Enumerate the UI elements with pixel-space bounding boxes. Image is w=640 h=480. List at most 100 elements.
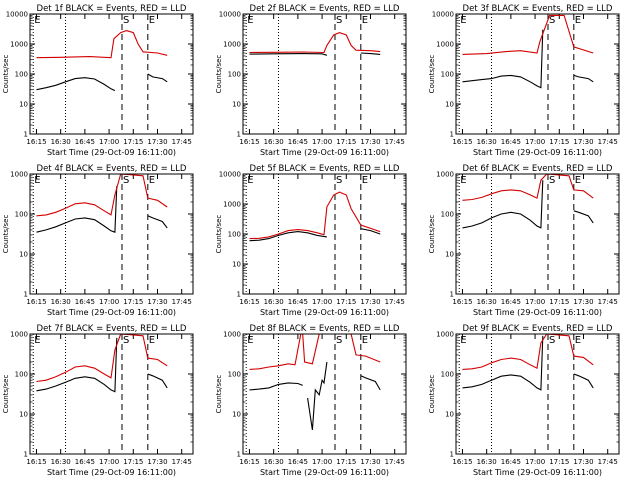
series-lld (462, 174, 594, 201)
marker-label: S (336, 15, 342, 26)
chart-panel-3: Det 3f BLACK = Events, RED = LLD Counts/s… (428, 4, 620, 157)
series-line (573, 373, 594, 389)
y-tick-label: 100 (441, 371, 454, 379)
x-tick-label: 17:30 (573, 138, 593, 146)
y-axis-label: Counts/sec (2, 55, 10, 94)
y-axis-label: Counts/sec (2, 375, 10, 414)
y-tick-label: 100 (15, 371, 28, 379)
series-lld (249, 32, 381, 54)
marker-label: E (460, 175, 466, 186)
y-tick-label: 1 (24, 291, 28, 299)
series-line (360, 375, 381, 391)
x-tick-label: 16:30 (51, 458, 71, 466)
y-tick-label: 10000 (6, 11, 28, 19)
series-line (147, 373, 168, 389)
x-tick-label: 17:15 (549, 458, 569, 466)
marker-label: S (123, 175, 129, 186)
plot-frame (242, 173, 407, 295)
y-axis-label: Counts/sec (215, 375, 223, 414)
y-ticks: 1 10 100 1000 10000 (6, 11, 193, 139)
x-tick-label: 17:15 (123, 298, 143, 306)
x-tick-label: 16:30 (51, 138, 71, 146)
x-ticks: 16:15 16:30 16:45 17:00 17:15 17:30 17:45 (452, 334, 618, 466)
x-tick-label: 16:15 (239, 458, 259, 466)
marker-label: S (336, 175, 342, 186)
x-ticks: 16:15 16:30 16:45 17:00 17:15 17:30 17:45 (26, 14, 192, 146)
x-tick-label: 17:00 (525, 138, 545, 146)
x-tick-label: 16:15 (452, 458, 472, 466)
x-tick-label: 17:15 (336, 458, 356, 466)
marker-label: E (34, 335, 40, 346)
x-tick-label: 17:15 (123, 138, 143, 146)
chart-panel-1: Det 1f BLACK = Events, RED = LLD Counts/s… (2, 4, 194, 157)
marker-label: E (362, 335, 368, 346)
x-tick-label: 16:15 (452, 298, 472, 306)
y-tick-label: 10 (232, 411, 241, 419)
x-ticks: 16:15 16:30 16:45 17:00 17:15 17:30 17:45 (452, 14, 618, 146)
x-tick-label: 17:30 (147, 138, 167, 146)
y-tick-label: 10000 (219, 171, 241, 179)
y-tick-label: 1000 (436, 171, 454, 179)
series-line (249, 191, 381, 240)
y-axis-label: Counts/sec (2, 215, 10, 254)
y-axis-label: Counts/sec (215, 215, 223, 254)
y-tick-label: 10 (232, 261, 241, 269)
y-ticks: 1 10 100 1000 (436, 171, 619, 299)
x-tick-label: 17:30 (147, 458, 167, 466)
plot-frame (29, 13, 194, 135)
x-tick-label: 16:15 (26, 458, 46, 466)
chart-title: Det 3f BLACK = Events, RED = LLD (463, 4, 613, 14)
marker-label: E (34, 175, 40, 186)
x-tick-label: 17:00 (525, 298, 545, 306)
x-tick-label: 17:30 (360, 138, 380, 146)
plot-frame (242, 13, 407, 135)
marker-label: E (460, 15, 466, 26)
series-line (462, 174, 594, 201)
x-ticks: 16:15 16:30 16:45 17:00 17:15 17:30 17:45 (26, 334, 192, 466)
y-tick-label: 1 (24, 131, 28, 139)
x-tick-label: 17:45 (172, 458, 192, 466)
series-events (36, 73, 168, 92)
marker-label: E (149, 15, 155, 26)
marker-label: E (362, 15, 368, 26)
series-line (462, 14, 594, 55)
x-axis-label: Start Time (29-Oct-09 16:11:00) (260, 148, 389, 157)
plot-frame (29, 173, 194, 295)
x-tick-label: 16:30 (264, 458, 284, 466)
y-ticks: 1 10 100 1000 10000 (219, 11, 406, 139)
x-tick-label: 17:00 (525, 458, 545, 466)
x-tick-label: 17:00 (99, 458, 119, 466)
marker-label: S (123, 15, 129, 26)
x-tick-label: 16:30 (477, 458, 497, 466)
marker-label: E (149, 335, 155, 346)
x-tick-label: 16:45 (75, 298, 95, 306)
x-axis-label: Start Time (29-Oct-09 16:11:00) (473, 308, 602, 317)
series-lld (36, 30, 168, 59)
chart-title: Det 7f BLACK = Events, RED = LLD (37, 324, 187, 334)
series-line (36, 334, 168, 383)
y-tick-label: 100 (441, 211, 454, 219)
y-tick-label: 1000 (223, 331, 241, 339)
y-tick-label: 1 (237, 291, 241, 299)
y-tick-label: 10 (445, 251, 454, 259)
chart-title: Det 8f BLACK = Events, RED = LLD (250, 324, 400, 334)
marker-label: E (575, 15, 581, 26)
series-events (36, 337, 168, 393)
y-tick-label: 1000 (10, 171, 28, 179)
series-line (249, 382, 303, 391)
marker-label: E (460, 335, 466, 346)
y-axis-label: Counts/sec (428, 55, 436, 94)
x-ticks: 16:15 16:30 16:45 17:00 17:15 17:30 17:45 (452, 174, 618, 306)
series-line (36, 337, 118, 393)
y-tick-label: 10 (19, 101, 28, 109)
series-line (147, 73, 168, 83)
series-line (307, 361, 328, 430)
x-tick-label: 16:15 (239, 138, 259, 146)
y-tick-label: 10 (19, 251, 28, 259)
chart-panel-6: Det 6f BLACK = Events, RED = LLD Counts/s… (428, 164, 620, 317)
